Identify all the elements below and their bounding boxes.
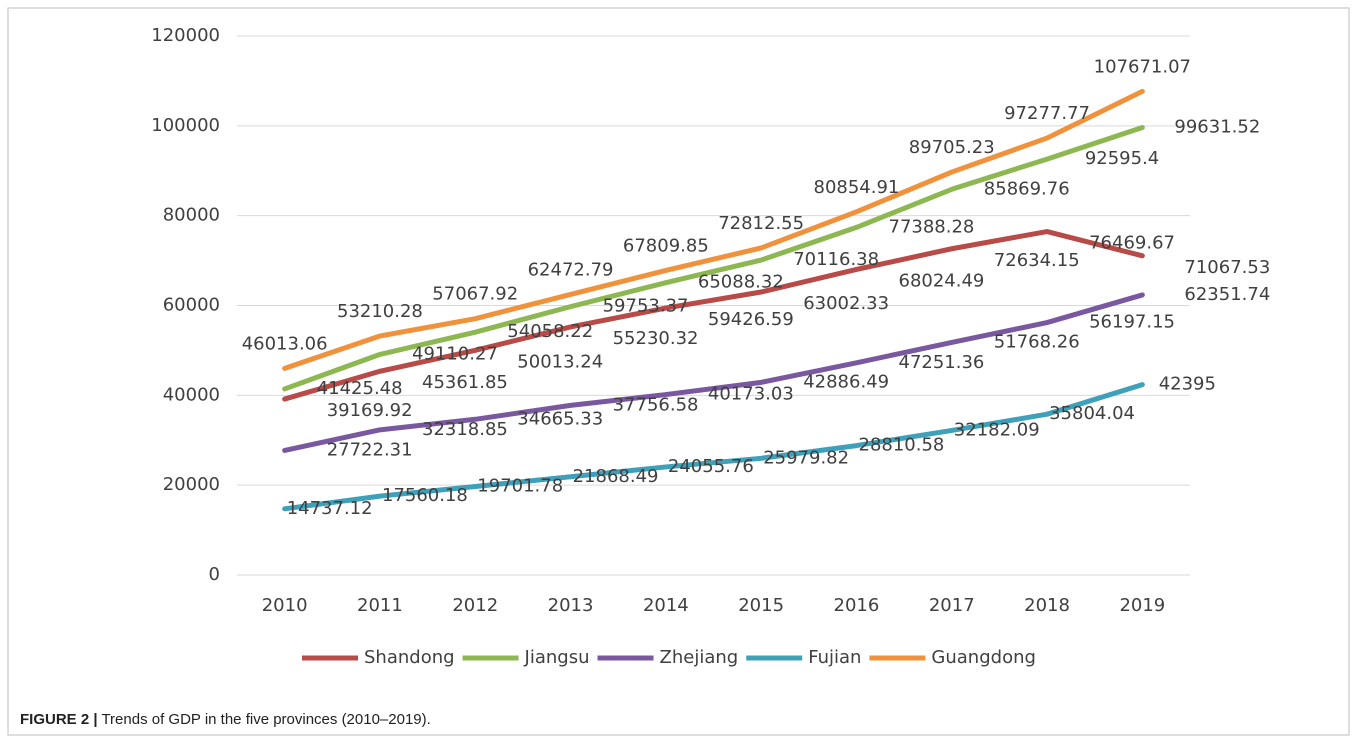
data-label: 32182.09 bbox=[954, 419, 1040, 440]
data-label: 67809.85 bbox=[623, 235, 709, 256]
data-label: 59753.37 bbox=[603, 296, 689, 317]
data-label: 77388.28 bbox=[889, 216, 975, 237]
data-label: 72812.55 bbox=[718, 213, 804, 234]
data-label: 72634.15 bbox=[994, 250, 1080, 271]
data-label: 51768.26 bbox=[994, 331, 1080, 352]
x-tick-label: 2015 bbox=[738, 595, 784, 616]
data-label: 62351.74 bbox=[1184, 284, 1270, 305]
data-label: 39169.92 bbox=[327, 400, 413, 421]
data-label: 37756.58 bbox=[613, 394, 699, 415]
data-label: 53210.28 bbox=[337, 301, 423, 322]
data-label: 40173.03 bbox=[708, 384, 794, 405]
y-tick-label: 80000 bbox=[163, 205, 220, 226]
data-label: 19701.78 bbox=[477, 476, 563, 497]
data-label: 35804.04 bbox=[1049, 403, 1135, 424]
data-label: 32318.85 bbox=[422, 419, 508, 440]
y-tick-label: 40000 bbox=[163, 384, 220, 405]
y-tick-label: 100000 bbox=[151, 115, 220, 136]
data-label: 56197.15 bbox=[1089, 312, 1175, 333]
data-label: 21868.49 bbox=[573, 466, 659, 487]
series-line bbox=[282, 124, 1145, 392]
x-tick-label: 2019 bbox=[1119, 595, 1165, 616]
data-label: 28810.58 bbox=[859, 435, 945, 456]
legend-label: Shandong bbox=[364, 647, 455, 668]
data-label: 62472.79 bbox=[528, 259, 614, 280]
legend-label: Zhejiang bbox=[660, 647, 739, 668]
x-tick-label: 2012 bbox=[452, 595, 498, 616]
data-label: 42886.49 bbox=[803, 371, 889, 392]
data-label: 54058.22 bbox=[507, 321, 593, 342]
data-label: 63002.33 bbox=[803, 293, 889, 314]
y-tick-label: 120000 bbox=[151, 25, 220, 46]
data-label: 47251.36 bbox=[899, 352, 985, 373]
data-label: 85869.76 bbox=[984, 178, 1070, 199]
series-line bbox=[282, 88, 1145, 371]
data-label: 41425.48 bbox=[317, 378, 403, 399]
x-tick-label: 2017 bbox=[929, 595, 975, 616]
data-label: 45361.85 bbox=[422, 372, 508, 393]
data-label: 57067.92 bbox=[432, 284, 518, 305]
y-tick-label: 0 bbox=[209, 564, 220, 585]
x-tick-label: 2018 bbox=[1024, 595, 1070, 616]
caption-label: FIGURE 2 | bbox=[20, 711, 98, 728]
x-tick-label: 2014 bbox=[643, 595, 689, 616]
series-line bbox=[282, 382, 1145, 512]
plot: 0 20000 40000 60000 80000 100000 120000 2010 201… bbox=[151, 25, 1270, 668]
data-label: 107671.07 bbox=[1094, 56, 1191, 77]
data-label: 14737.12 bbox=[287, 498, 373, 519]
data-label: 59426.59 bbox=[708, 309, 794, 330]
data-label: 49110.27 bbox=[412, 343, 498, 364]
x-tick-label: 2016 bbox=[834, 595, 880, 616]
data-label: 99631.52 bbox=[1174, 116, 1260, 137]
x-tick-label: 2011 bbox=[357, 595, 403, 616]
data-label: 46013.06 bbox=[242, 333, 328, 354]
data-label: 27722.31 bbox=[327, 439, 413, 460]
data-label: 24055.76 bbox=[668, 456, 754, 477]
figure-frame bbox=[7, 7, 1350, 736]
data-label: 68024.49 bbox=[899, 270, 985, 291]
data-label: 55230.32 bbox=[613, 328, 699, 349]
y-tick-label: 60000 bbox=[163, 295, 220, 316]
data-label: 42395 bbox=[1159, 374, 1216, 395]
data-label: 65088.32 bbox=[698, 272, 784, 293]
legend-label: Fujian bbox=[808, 647, 861, 668]
x-tick-label: 2013 bbox=[548, 595, 594, 616]
data-label: 17560.18 bbox=[382, 485, 468, 506]
series-line bbox=[282, 229, 1145, 402]
data-label: 92595.4 bbox=[1085, 148, 1159, 169]
data-label: 76469.67 bbox=[1089, 233, 1175, 254]
data-label: 25979.82 bbox=[763, 447, 849, 468]
data-label: 50013.24 bbox=[517, 351, 603, 372]
legend-label: Guangdong bbox=[931, 647, 1036, 668]
data-label: 89705.23 bbox=[909, 137, 995, 158]
data-label: 80854.91 bbox=[814, 177, 900, 198]
caption: FIGURE 2 | Trends of GDP in the five pro… bbox=[20, 711, 431, 728]
series-line bbox=[282, 292, 1145, 453]
data-label: 34665.33 bbox=[517, 408, 603, 429]
data-label: 71067.53 bbox=[1184, 257, 1270, 278]
legend-label: Jiangsu bbox=[524, 647, 590, 668]
caption-text: Trends of GDP in the five provinces (201… bbox=[101, 711, 430, 728]
data-label: 97277.77 bbox=[1004, 103, 1090, 124]
x-tick-label: 2010 bbox=[262, 595, 308, 616]
data-label: 70116.38 bbox=[793, 249, 879, 270]
y-tick-label: 20000 bbox=[163, 474, 220, 495]
